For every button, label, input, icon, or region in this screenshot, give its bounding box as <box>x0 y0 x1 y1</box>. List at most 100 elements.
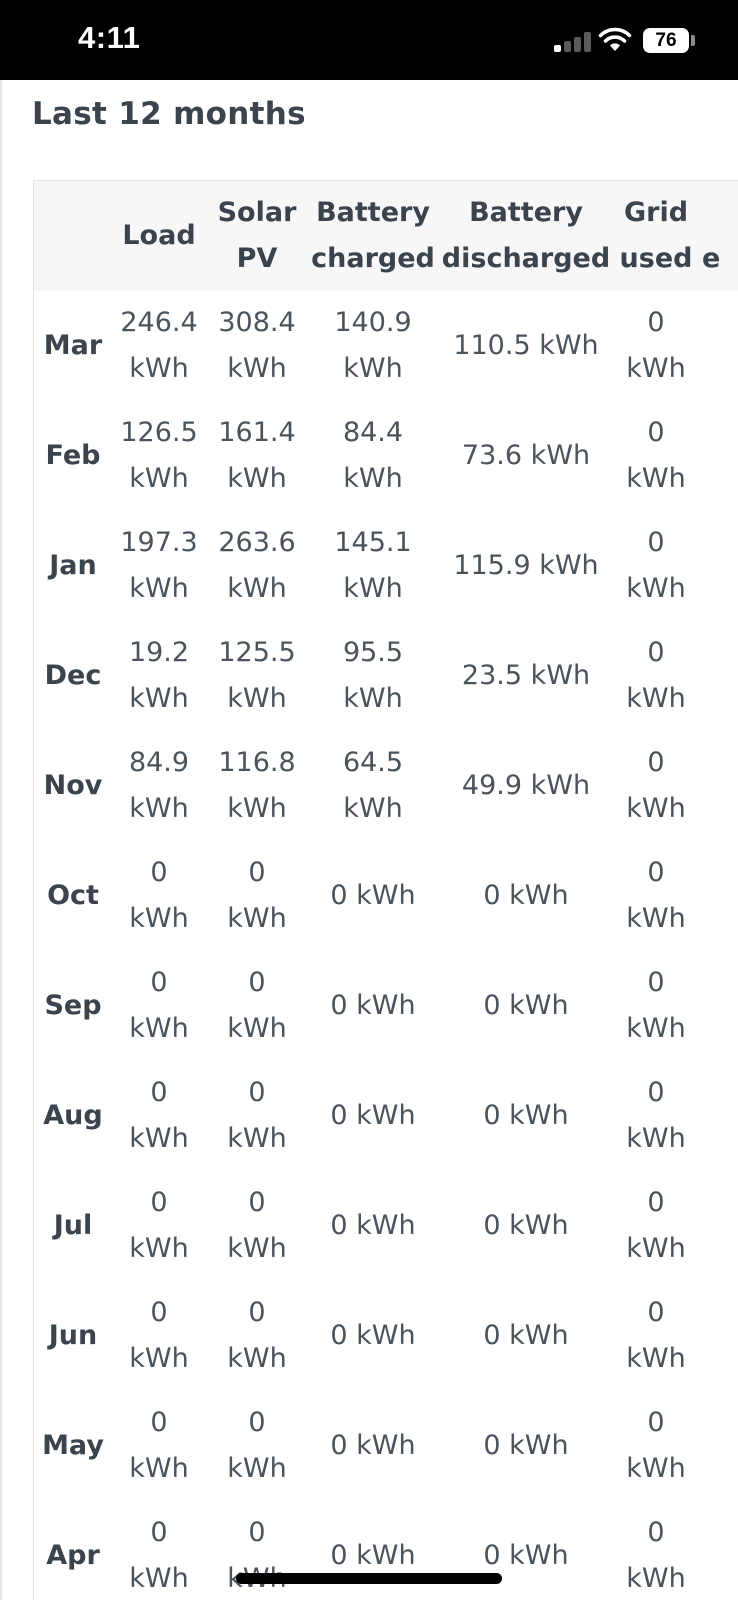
cell-load: 0 kWh <box>129 857 189 934</box>
cell-battery-discharged: 0 kWh <box>483 880 569 911</box>
cell-load: 126.5 kWh <box>120 417 198 494</box>
cell-grid-used: 0 kWh <box>626 1407 686 1484</box>
cell-month: Oct <box>47 880 99 911</box>
cell-grid-used: 0 kWh <box>626 417 686 494</box>
cell-battery-charged: 95.5 kWh <box>342 637 404 714</box>
page-title: Last 12 months <box>32 96 306 132</box>
cell-battery-charged: 0 kWh <box>330 1540 416 1571</box>
cell-solar: 116.8 kWh <box>218 747 296 824</box>
table-row: Aug 0 kWh 0 kWh 0 kWh 0 kWh 0 kWh <box>34 1061 738 1171</box>
cell-battery-charged: 0 kWh <box>330 990 416 1021</box>
cell-load: 0 kWh <box>129 1407 189 1484</box>
energy-table-container[interactable]: Load Solar PV Battery charged Battery disch… <box>33 180 738 1600</box>
cell-battery-charged: 145.1 kWh <box>334 527 412 604</box>
content-card: Last 12 months Load Solar PV Battery charg… <box>0 80 738 1600</box>
cell-battery-discharged: 0 kWh <box>483 1100 569 1131</box>
cell-grid-used: 0 kWh <box>626 967 686 1044</box>
cell-month: May <box>42 1430 104 1461</box>
battery-icon: 76 <box>643 28 689 53</box>
cell-load: 0 kWh <box>129 1297 189 1374</box>
cell-grid-used: 0 kWh <box>626 747 686 824</box>
table-row: Oct 0 kWh 0 kWh 0 kWh 0 kWh 0 kWh <box>34 841 738 951</box>
cell-grid-used: 0 kWh <box>626 857 686 934</box>
cell-grid-used: 0 kWh <box>626 307 686 384</box>
header-battery-discharged: Battery discharged <box>441 197 611 274</box>
cell-battery-charged: 140.9 kWh <box>334 307 412 384</box>
cell-battery-charged: 0 kWh <box>330 1100 416 1131</box>
cell-exported-partial <box>698 1281 738 1391</box>
table-row: Feb 126.5 kWh 161.4 kWh 84.4 kWh 73.6 kWh 0 kWh <box>34 401 738 511</box>
cell-battery-discharged: 23.5 kWh <box>461 660 591 691</box>
cell-month: Apr <box>46 1540 100 1571</box>
table-row: Sep 0 kWh 0 kWh 0 kWh 0 kWh 0 kWh <box>34 951 738 1061</box>
cell-exported-partial <box>698 951 738 1061</box>
cell-battery-discharged: 0 kWh <box>483 1210 569 1241</box>
cell-month: Nov <box>43 770 103 801</box>
cell-battery-discharged: 0 kWh <box>483 1320 569 1351</box>
wifi-icon <box>598 27 632 51</box>
cell-exported-partial <box>698 731 738 841</box>
home-indicator[interactable] <box>236 1573 502 1584</box>
cell-month: Sep <box>44 990 102 1021</box>
cell-battery-discharged: 110.5 kWh <box>453 330 599 361</box>
cell-exported-partial <box>698 291 738 401</box>
cell-load: 0 kWh <box>129 1517 189 1594</box>
cell-battery-discharged: 0 kWh <box>483 1430 569 1461</box>
cell-month: Mar <box>43 330 103 361</box>
cell-grid-used: 0 kWh <box>626 1077 686 1154</box>
cell-battery-charged: 0 kWh <box>330 880 416 911</box>
cell-exported-partial <box>698 1171 738 1281</box>
cell-solar: 263.6 kWh <box>218 527 296 604</box>
cell-month: Jun <box>48 1320 98 1351</box>
status-bar: 4:11 76 <box>0 0 738 80</box>
cell-load: 0 kWh <box>129 1187 189 1264</box>
cell-exported-partial <box>698 401 738 511</box>
cell-grid-used: 0 kWh <box>626 527 686 604</box>
cell-month: Dec <box>44 660 102 691</box>
cell-battery-charged: 0 kWh <box>330 1210 416 1241</box>
cell-exported-partial <box>698 841 738 951</box>
cell-grid-used: 0 kWh <box>626 1187 686 1264</box>
cell-load: 0 kWh <box>129 1077 189 1154</box>
cell-month: Feb <box>45 440 101 471</box>
cell-exported-partial <box>698 621 738 731</box>
status-icons: 76 <box>538 0 738 80</box>
cell-exported-partial <box>698 1501 738 1600</box>
cell-battery-discharged: 49.9 kWh <box>461 770 591 801</box>
header-load: Load <box>122 220 196 251</box>
cell-battery-discharged: 73.6 kWh <box>461 440 591 471</box>
cell-load: 197.3 kWh <box>120 527 198 604</box>
table-row: Mar 246.4 kWh 308.4 kWh 140.9 kWh 110.5 kWh 0 kWh <box>34 291 738 401</box>
table-row: Dec 19.2 kWh 125.5 kWh 95.5 kWh 23.5 kWh 0 kWh <box>34 621 738 731</box>
cell-solar: 308.4 kWh <box>218 307 296 384</box>
table-header-row: Load Solar PV Battery charged Battery disch… <box>34 181 738 291</box>
header-battery-charged: Battery charged <box>311 197 435 274</box>
cell-battery-charged: 84.4 kWh <box>342 417 404 494</box>
cell-exported-partial <box>698 511 738 621</box>
table-row: Jul 0 kWh 0 kWh 0 kWh 0 kWh 0 kWh <box>34 1171 738 1281</box>
cell-battery-charged: 0 kWh <box>330 1430 416 1461</box>
cell-solar: 161.4 kWh <box>218 417 296 494</box>
cell-load: 0 kWh <box>129 967 189 1044</box>
cell-month: Aug <box>43 1100 103 1131</box>
header-solar-pv: Solar PV <box>217 197 297 274</box>
cell-exported-partial <box>698 1061 738 1171</box>
cell-exported-partial <box>698 1391 738 1501</box>
table-body: Mar 246.4 kWh 308.4 kWh 140.9 kWh 110.5 kWh 0 kWh… <box>34 291 738 1600</box>
table-row: Jan 197.3 kWh 263.6 kWh 145.1 kWh 115.9 kWh 0 kWh <box>34 511 738 621</box>
status-time: 4:11 <box>78 20 141 55</box>
header-month <box>34 181 112 291</box>
cell-load: 84.9 kWh <box>128 747 190 824</box>
cell-battery-charged: 64.5 kWh <box>342 747 404 824</box>
cell-solar: 125.5 kWh <box>218 637 296 714</box>
cell-month: Jan <box>49 550 97 581</box>
table-row: Nov 84.9 kWh 116.8 kWh 64.5 kWh 49.9 kWh 0 kWh <box>34 731 738 841</box>
cell-load: 19.2 kWh <box>128 637 190 714</box>
cell-month: Jul <box>53 1210 93 1241</box>
